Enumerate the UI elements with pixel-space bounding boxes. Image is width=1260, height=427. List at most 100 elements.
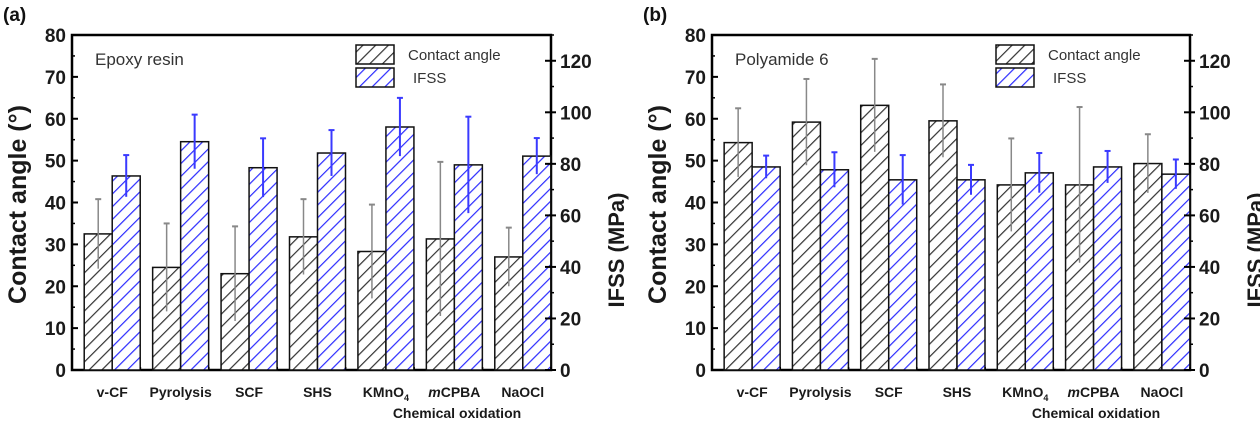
legend-swatch-contact-angle — [995, 44, 1035, 65]
ifss-bar-naocl — [522, 155, 552, 371]
x-tick-label: v-CF — [737, 384, 769, 400]
y2-tick-label: 40 — [1199, 258, 1220, 279]
ifss-bar-mcpba — [1092, 166, 1123, 371]
y2-tick-label: 0 — [560, 361, 571, 382]
y2-tick-label: 40 — [560, 258, 581, 279]
x-tick-label-main: SCF — [875, 384, 903, 400]
y-tick-label: 20 — [45, 277, 66, 298]
legend-label-contact-angle: Contact angle — [408, 47, 501, 64]
x-tick-label: SHS — [943, 384, 972, 400]
x-tick-label-main: KMnO — [1002, 384, 1043, 400]
contact-angle-bar-v-cf — [723, 141, 753, 371]
x-axis-label: Chemical oxidation — [393, 405, 521, 421]
y2-tick-label: 60 — [560, 206, 581, 227]
legend-label-ifss: IFSS — [1053, 70, 1086, 87]
x-tick-label: SCF — [875, 384, 903, 400]
y-tick-label: 50 — [45, 152, 66, 173]
x-tick-label-italic: m — [428, 384, 440, 400]
x-tick-label-main: SHS — [943, 384, 972, 400]
y-tick-label: 30 — [45, 235, 66, 256]
x-tick-label: NaOCl — [501, 384, 544, 400]
y-axis-label: Contact angle (°) — [644, 105, 672, 304]
y2-tick-label: 120 — [560, 52, 592, 73]
y-tick-label: 30 — [685, 235, 706, 256]
y2-tick-label: 80 — [1199, 155, 1220, 176]
x-tick-label: SCF — [235, 384, 263, 400]
contact-angle-bar-shs — [928, 120, 958, 371]
legend-label-ifss: IFSS — [413, 70, 446, 87]
legend-label-contact-angle: Contact angle — [1048, 47, 1141, 64]
x-tick-label-subscript: 4 — [404, 393, 409, 403]
y-tick-label: 80 — [45, 26, 66, 47]
y-tick-label: 60 — [45, 110, 66, 131]
y2-tick-label: 20 — [1199, 309, 1220, 330]
x-tick-label-main: NaOCl — [1140, 384, 1183, 400]
legend-swatch-ifss — [995, 67, 1035, 88]
x-tick-label-main: v-CF — [737, 384, 769, 400]
panel-a: (a) 0 10 20 30 40 50 60 70 80 0 20 40 60 80 100 120 v-CF P… — [3, 5, 629, 421]
x-tick-label-main: SCF — [235, 384, 263, 400]
legend-swatch-contact-angle — [355, 44, 395, 65]
x-axis-label: Chemical oxidation — [1032, 405, 1160, 421]
y2-tick-label: 100 — [560, 103, 592, 124]
ifss-bar-shs — [956, 179, 986, 371]
ifss-bar-kmno4 — [385, 126, 415, 371]
y2-axis-label: IFSS (MPa) — [604, 193, 629, 308]
y-axis-label: Contact angle (°) — [4, 105, 32, 304]
x-tick-label-main: NaOCl — [501, 384, 544, 400]
x-tick-label-main: CPBA — [441, 384, 481, 400]
x-tick-label: KMnO4 — [1002, 384, 1048, 403]
y-tick-label: 20 — [685, 277, 706, 298]
x-tick-label: v-CF — [97, 384, 129, 400]
x-tick-label-main: Pyrolysis — [150, 384, 212, 400]
ifss-bar-pyrolysis — [819, 169, 850, 371]
legend-swatch-ifss — [355, 67, 395, 88]
y-tick-label: 60 — [685, 110, 706, 131]
x-tick-label: SHS — [303, 384, 332, 400]
x-tick-label: mCPBA — [1068, 384, 1120, 400]
ifss-bar-v-cf — [751, 166, 781, 371]
panel-label: (a) — [3, 5, 26, 26]
ifss-bar-scf — [887, 179, 918, 371]
y2-tick-label: 120 — [1199, 52, 1231, 73]
y-tick-label: 10 — [685, 319, 706, 340]
x-tick-label: KMnO4 — [363, 384, 409, 403]
y-tick-label: 40 — [685, 194, 706, 215]
y2-tick-label: 0 — [1199, 361, 1210, 382]
ifss-bar-v-cf — [111, 175, 141, 371]
y2-tick-label: 100 — [1199, 103, 1231, 124]
x-tick-label: Pyrolysis — [150, 384, 212, 400]
x-tick-label-subscript: 4 — [1043, 393, 1048, 403]
y2-tick-label: 80 — [560, 155, 581, 176]
y-tick-label: 80 — [685, 26, 706, 47]
y-tick-label: 10 — [45, 319, 66, 340]
y-tick-label: 0 — [55, 361, 66, 382]
x-tick-label: Pyrolysis — [789, 384, 851, 400]
contact-angle-bar-naocl — [1133, 162, 1163, 371]
ifss-bar-kmno4 — [1024, 172, 1055, 371]
ifss-bar-naocl — [1161, 173, 1191, 371]
y2-tick-label: 20 — [560, 309, 581, 330]
ifss-bar-scf — [248, 166, 278, 371]
ifss-bar-pyrolysis — [179, 140, 210, 371]
x-tick-label-main: Pyrolysis — [789, 384, 851, 400]
matrix-annotation: Epoxy resin — [95, 50, 184, 69]
y2-tick-label: 60 — [1199, 206, 1220, 227]
y-tick-label: 40 — [45, 194, 66, 215]
y-tick-label: 70 — [45, 68, 66, 89]
x-tick-label: NaOCl — [1140, 384, 1183, 400]
x-tick-label-main: CPBA — [1080, 384, 1120, 400]
y2-axis-label: IFSS (MPa) — [1243, 193, 1260, 308]
y-tick-label: 50 — [685, 152, 706, 173]
panel-b: (b) 0 10 20 30 40 50 60 70 80 0 20 40 60 80 100 120 v-CF P… — [643, 5, 1260, 421]
ifss-bar-shs — [316, 152, 347, 371]
matrix-annotation: Polyamide 6 — [735, 50, 829, 69]
x-tick-label-main: SHS — [303, 384, 332, 400]
y-tick-label: 0 — [695, 361, 706, 382]
x-tick-label: mCPBA — [428, 384, 480, 400]
panel-label: (b) — [643, 5, 667, 26]
x-tick-label-main: KMnO — [363, 384, 404, 400]
x-tick-label-italic: m — [1068, 384, 1080, 400]
y-tick-label: 70 — [685, 68, 706, 89]
